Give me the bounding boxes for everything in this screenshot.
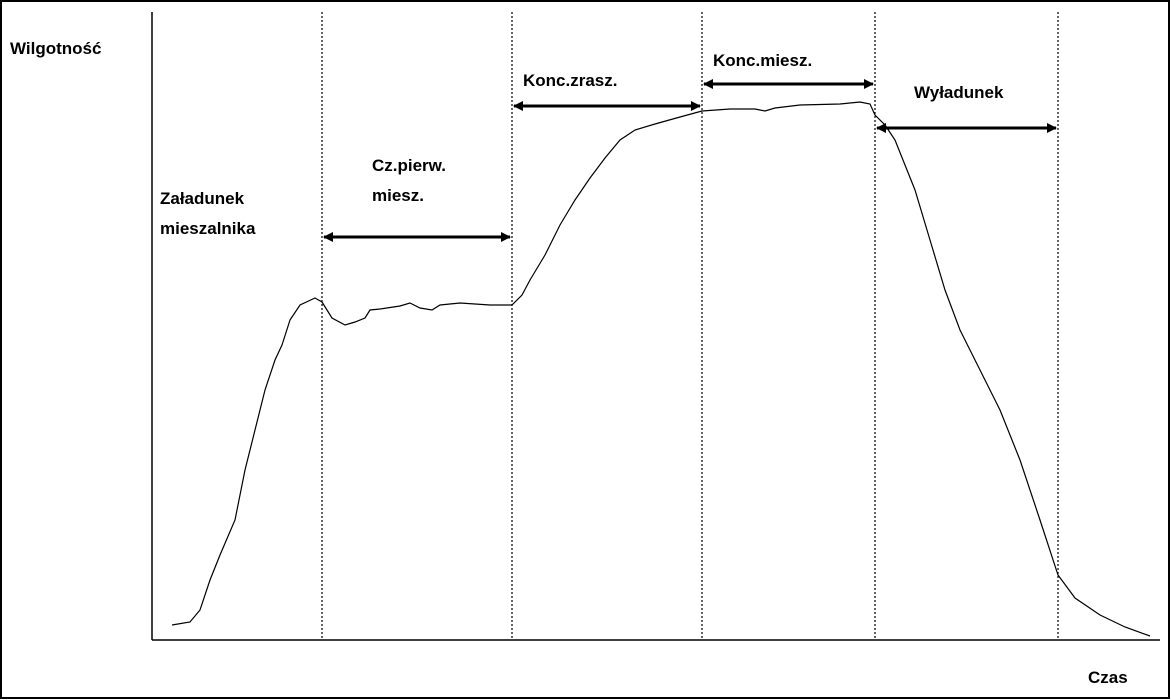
phase-label: Cz.pierw. — [372, 156, 446, 175]
x-axis-label: Czas — [1088, 668, 1128, 687]
phase-label: Konc.zrasz. — [523, 71, 617, 90]
phase-label: Konc.miesz. — [713, 51, 812, 70]
phase-label: miesz. — [372, 186, 424, 205]
moisture-curve — [171, 101, 1151, 637]
y-axis-label: Wilgotność — [10, 39, 101, 58]
phase-dividers — [321, 12, 1059, 640]
phase-label: Wyładunek — [914, 83, 1004, 102]
phase-label: Załadunek — [160, 189, 245, 208]
phase-label: mieszalnika — [160, 219, 256, 238]
phase-arrows — [323, 79, 1057, 242]
